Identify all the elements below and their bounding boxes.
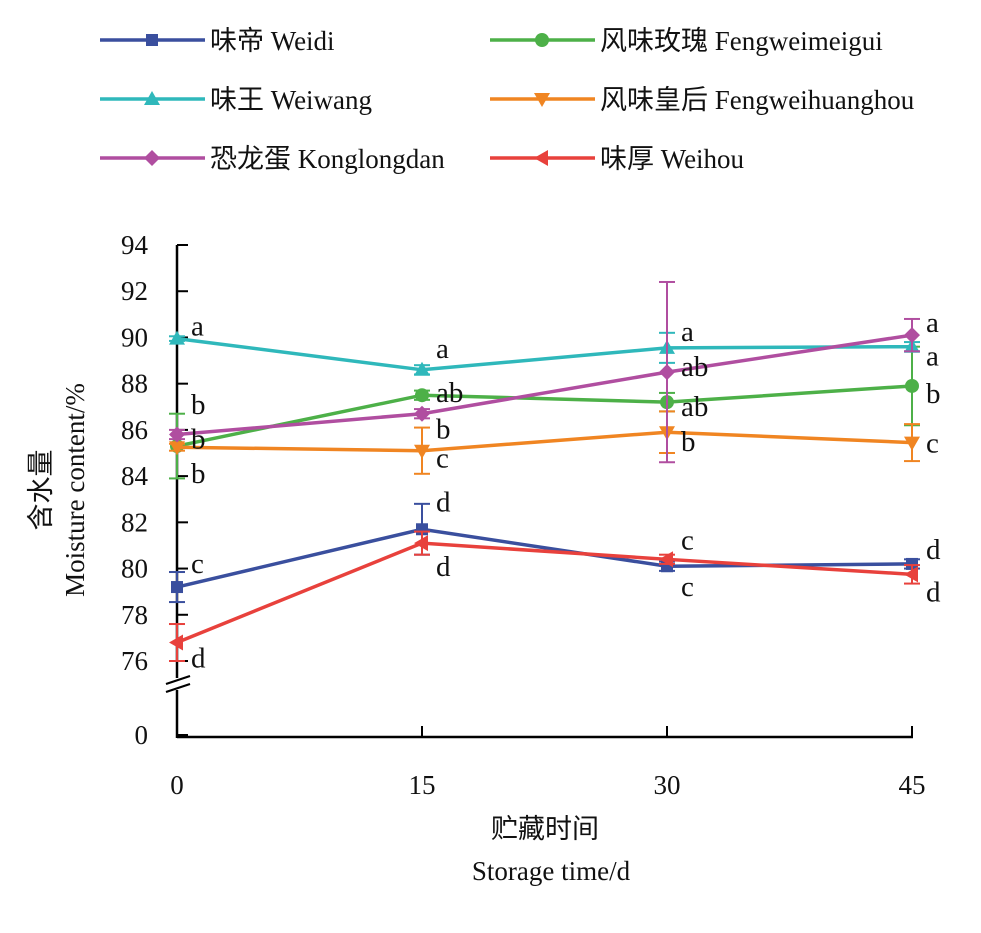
significance-letter: d — [436, 486, 451, 518]
significance-letter: c — [436, 443, 449, 475]
triangle-up-marker — [414, 361, 430, 376]
legend-item: 味王 Weiwang — [100, 85, 372, 115]
x-tick-label: 45 — [899, 770, 926, 800]
y-tick-label: 92 — [121, 276, 148, 306]
legend: 味帝 Weidi 风味玫瑰 Fengweimeigui 味王 Weiwang 风味皇后… — [100, 26, 915, 174]
diamond-marker — [414, 405, 430, 422]
y-tick-label: 88 — [121, 369, 148, 399]
series-weidi: c d c d — [169, 486, 941, 603]
significance-letter: c — [191, 548, 204, 580]
significance-letter: c — [681, 571, 694, 603]
legend-item: 味厚 Weihou — [490, 144, 745, 174]
x-axis-label: Storage time/d — [472, 856, 631, 886]
y-tick-label: 84 — [121, 461, 149, 491]
legend-item: 风味皇后 Fengweihuanghou — [490, 85, 915, 115]
diamond-marker — [169, 426, 185, 443]
significance-letter: c — [681, 524, 694, 556]
significance-letter: b — [191, 389, 206, 421]
x-tick-label: 0 — [170, 770, 184, 800]
axis-break-mark — [165, 682, 191, 694]
significance-letter: ab — [681, 391, 708, 423]
significance-letter: a — [681, 316, 694, 348]
triangle-up-marker — [169, 330, 185, 345]
significance-letter: d — [926, 534, 941, 566]
legend-label: 味厚 Weihou — [600, 144, 745, 174]
series-line — [176, 541, 913, 645]
series-line — [176, 527, 913, 589]
x-tick-label: 15 — [409, 770, 436, 800]
series-line — [176, 336, 913, 372]
y-tick-label: 94 — [121, 230, 149, 260]
series-line — [176, 384, 913, 448]
y-tick-label: 80 — [121, 554, 148, 584]
y-tick-label: 86 — [121, 415, 148, 445]
triangle-down-marker — [904, 436, 920, 451]
significance-letter: ab — [436, 377, 463, 409]
y-axis-label: Moisture content/% — [60, 383, 90, 597]
significance-letter: b — [681, 426, 696, 458]
axis-break-mark — [165, 674, 191, 686]
triangle-up-marker — [144, 91, 160, 105]
significance-letter: c — [926, 428, 939, 460]
significance-letter: a — [926, 341, 939, 373]
square-marker — [171, 581, 183, 594]
triangle-down-marker — [534, 93, 550, 107]
series-fengweimeigui: b ab ab b — [169, 345, 941, 480]
diamond-marker — [904, 327, 920, 344]
significance-letter: d — [926, 576, 941, 608]
x-tick-label: 30 — [654, 770, 681, 800]
y-tick-label: 76 — [121, 646, 148, 676]
triangle-down-marker — [414, 444, 430, 459]
significance-letter: a — [926, 307, 939, 339]
triangle-left-marker — [169, 634, 183, 651]
significance-letter: d — [191, 643, 206, 675]
significance-letter: b — [436, 414, 451, 446]
significance-letter: b — [191, 424, 206, 456]
square-marker — [906, 557, 918, 570]
triangle-down-marker — [169, 441, 185, 456]
significance-letter: b — [926, 378, 941, 410]
triangle-left-marker — [659, 551, 673, 568]
legend-item: 风味玫瑰 Fengweimeigui — [490, 26, 883, 56]
x-axis-label-cn: 贮藏时间 — [491, 814, 599, 844]
square-marker — [146, 34, 158, 46]
series-line — [176, 333, 913, 437]
circle-marker — [905, 378, 919, 393]
circle-marker — [535, 33, 549, 47]
y-tick-label: 90 — [121, 322, 148, 352]
triangle-left-marker — [414, 535, 428, 552]
legend-item: 味帝 Weidi — [100, 26, 335, 56]
legend-label: 恐龙蛋 Konglongdan — [210, 144, 445, 174]
diamond-marker — [659, 364, 675, 381]
significance-letter: a — [191, 311, 204, 343]
legend-label: 味帝 Weidi — [210, 26, 335, 56]
series-line — [176, 430, 913, 453]
triangle-left-marker — [904, 566, 918, 583]
legend-label: 风味皇后 Fengweihuanghou — [600, 85, 915, 115]
diamond-marker — [144, 150, 160, 166]
significance-letter: b — [191, 458, 206, 490]
y-tick-label: 82 — [121, 507, 148, 537]
y-tick-label: 78 — [121, 600, 148, 630]
triangle-left-marker — [534, 150, 548, 166]
circle-marker — [415, 388, 429, 403]
significance-letter: a — [436, 333, 449, 365]
axes: 0 76 78 80 82 84 86 88 90 92 94 0 15 30 45 — [121, 230, 926, 800]
significance-letter: ab — [681, 351, 708, 383]
legend-label: 风味玫瑰 Fengweimeigui — [600, 26, 883, 56]
significance-letter: d — [436, 551, 451, 583]
y-tick-label: 0 — [135, 720, 149, 750]
y-axis-label-cn: 含水量 — [26, 450, 56, 531]
legend-item: 恐龙蛋 Konglongdan — [100, 144, 445, 174]
legend-label: 味王 Weiwang — [210, 85, 372, 115]
